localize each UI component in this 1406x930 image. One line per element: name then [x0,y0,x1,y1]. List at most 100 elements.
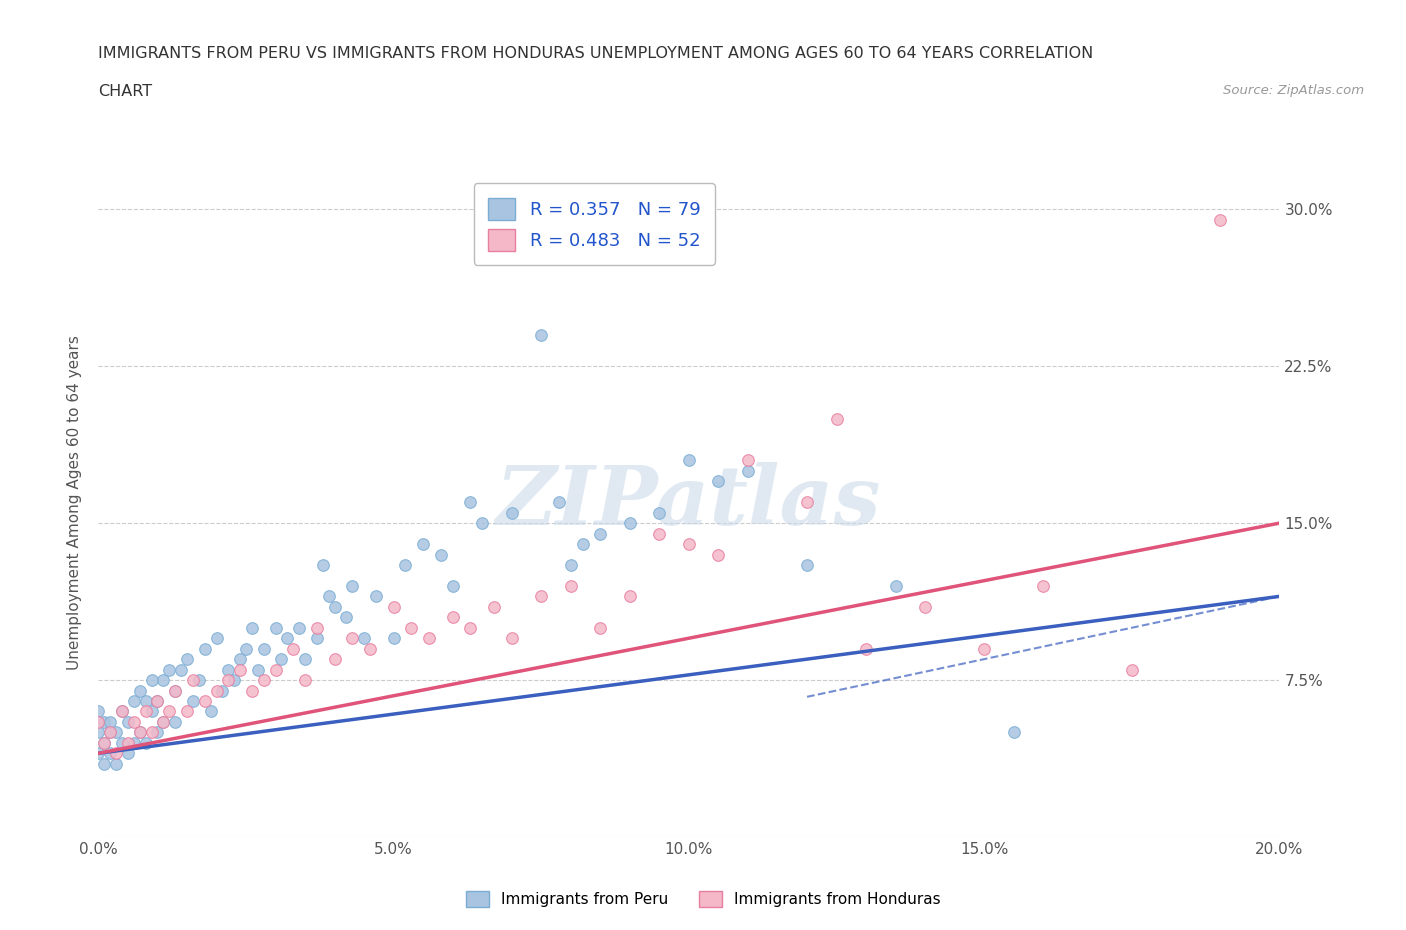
Point [323,652,346,667]
Point [276,631,298,645]
Point [589,620,612,635]
Point [128,725,150,740]
Point [430,547,453,562]
Point [141,725,163,740]
Point [382,600,405,615]
Point [98,725,121,740]
Point [117,714,139,729]
Point [240,620,263,635]
Point [141,672,163,687]
Point [501,505,523,520]
Point [482,600,505,615]
Point [165,683,187,698]
Point [146,725,169,740]
Point [253,672,276,687]
Point [471,516,494,531]
Point [117,746,139,761]
Point [105,746,128,761]
Point [111,704,134,719]
Point [294,652,316,667]
Point [205,683,228,698]
Point [170,662,193,677]
Point [382,631,405,645]
Point [441,578,464,593]
Point [235,642,257,657]
Point [135,704,157,719]
Point [157,704,180,719]
Point [305,620,328,635]
Point [619,589,641,604]
Point [648,526,671,541]
Point [264,620,287,635]
Point [796,495,818,510]
Legend: R = 0.357   N = 79, R = 0.483   N = 52: R = 0.357 N = 79, R = 0.483 N = 52 [474,183,716,265]
Point [548,495,571,510]
Point [412,537,434,551]
Point [253,642,276,657]
Point [128,725,150,740]
Point [152,714,174,729]
Point [211,683,233,698]
Point [707,547,730,562]
Point [501,631,523,645]
Point [141,704,163,719]
Point [122,694,145,709]
Point [217,662,239,677]
Point [560,578,582,593]
Point [98,746,121,761]
Point [181,694,204,709]
Point [157,662,180,677]
Point [678,453,700,468]
Point [737,453,759,468]
Point [240,683,263,698]
Point [394,558,416,573]
Point [194,694,217,709]
Point [87,714,110,729]
Point [648,505,671,520]
Point [111,736,134,751]
Point [283,642,305,657]
Text: CHART: CHART [98,84,152,99]
Point [135,694,157,709]
Point [98,714,121,729]
Point [146,694,169,709]
Point [270,652,292,667]
Point [1002,725,1025,740]
Point [200,704,222,719]
Point [353,631,375,645]
Point [205,631,228,645]
Point [884,578,907,593]
Text: Source: ZipAtlas.com: Source: ZipAtlas.com [1223,84,1364,97]
Point [93,736,115,751]
Point [335,610,357,625]
Point [530,589,553,604]
Point [229,652,252,667]
Point [224,672,246,687]
Point [93,736,115,751]
Point [165,714,187,729]
Point [342,578,364,593]
Legend: Immigrants from Peru, Immigrants from Honduras: Immigrants from Peru, Immigrants from Ho… [460,884,946,913]
Point [1121,662,1143,677]
Point [441,610,464,625]
Point [176,652,198,667]
Point [122,714,145,729]
Point [342,631,364,645]
Point [93,714,115,729]
Point [855,642,877,657]
Point [87,704,110,719]
Point [294,672,316,687]
Point [105,756,128,771]
Point [122,736,145,751]
Point [312,558,335,573]
Point [305,631,328,645]
Point [359,642,381,657]
Point [460,495,482,510]
Point [135,736,157,751]
Point [87,746,110,761]
Point [176,704,198,719]
Text: ZIPatlas: ZIPatlas [496,462,882,542]
Point [589,526,612,541]
Point [560,558,582,573]
Point [530,327,553,342]
